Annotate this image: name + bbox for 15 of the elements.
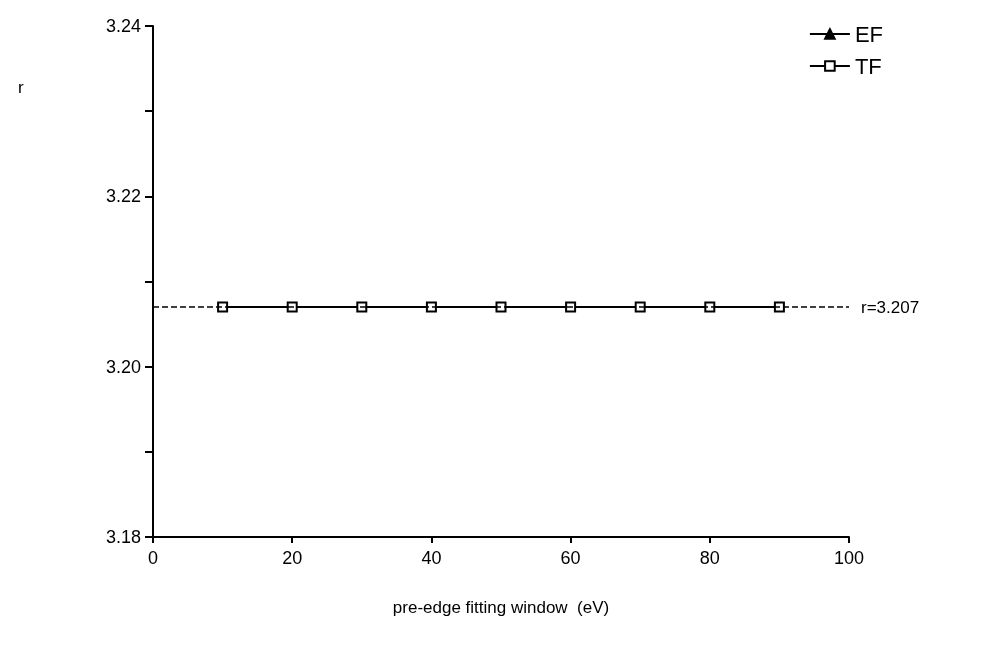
y-tick-label: 3.22 <box>105 186 141 207</box>
x-tick-label: 40 <box>421 548 442 568</box>
y-tick-label: 3.24 <box>105 16 141 36</box>
x-tick-label: 60 <box>560 548 581 568</box>
x-axis-title: pre-edge fitting window (eV) <box>392 598 610 617</box>
x-tick-label: 100 <box>833 548 865 568</box>
y-tick-label: 3.20 <box>105 356 141 377</box>
ref-line-label: r=3.207 <box>861 297 920 317</box>
legend-label: TF <box>854 53 882 79</box>
y-axis-title: r <box>18 78 24 97</box>
x-tick-label: 20 <box>282 548 303 568</box>
x-tick-label: 80 <box>699 548 720 568</box>
x-tick-label: 0 <box>147 548 159 568</box>
y-tick-label: 3.18 <box>105 527 141 547</box>
legend-label: EF <box>854 21 884 47</box>
